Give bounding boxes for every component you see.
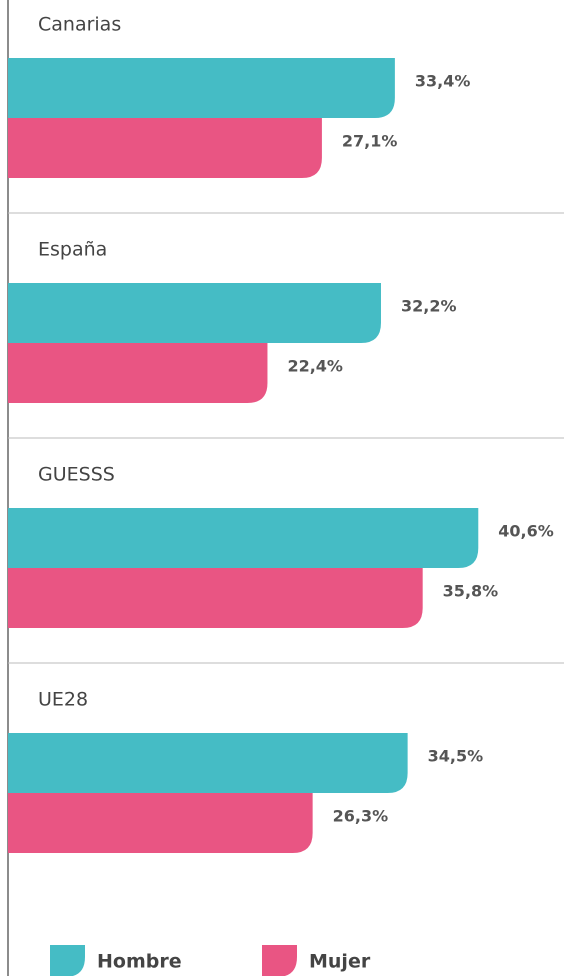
category-label: Canarias xyxy=(38,14,121,36)
value-label: 35,8% xyxy=(443,582,499,601)
bar xyxy=(8,118,322,178)
value-label: 33,4% xyxy=(415,72,471,91)
value-label: 26,3% xyxy=(333,807,389,826)
category-label: GUESSS xyxy=(38,464,115,486)
bar xyxy=(8,568,423,628)
legend-label: Mujer xyxy=(309,951,371,973)
category-label: UE28 xyxy=(38,689,88,711)
value-label: 40,6% xyxy=(498,522,554,541)
bar xyxy=(8,793,313,853)
bar xyxy=(8,508,479,568)
category-label: España xyxy=(38,239,107,261)
value-label: 22,4% xyxy=(287,357,343,376)
legend-label: Hombre xyxy=(97,951,182,973)
value-label: 32,2% xyxy=(401,297,457,316)
legend-swatch xyxy=(50,945,85,976)
bar xyxy=(8,733,408,793)
value-label: 34,5% xyxy=(428,747,484,766)
value-label: 27,1% xyxy=(342,132,398,151)
bar xyxy=(8,58,395,118)
bar xyxy=(8,283,381,343)
legend-swatch xyxy=(262,945,297,976)
bar xyxy=(8,343,268,403)
